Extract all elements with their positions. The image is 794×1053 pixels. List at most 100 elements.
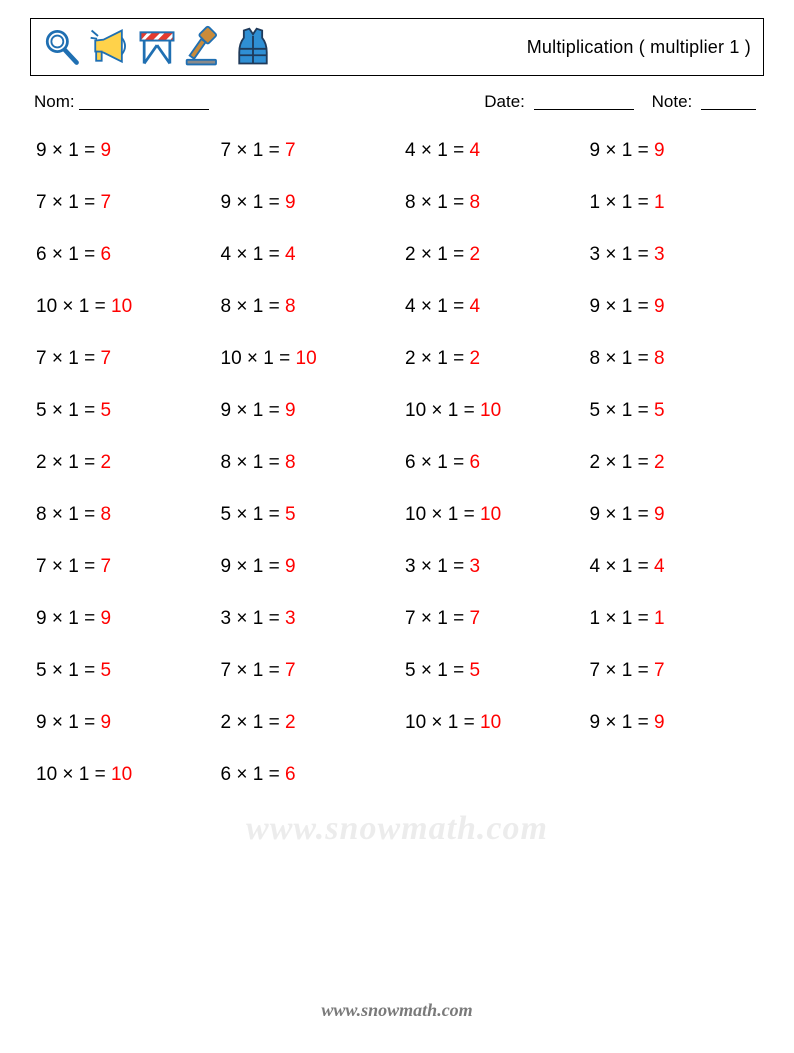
problem-cell: 7 × 1 = 7 <box>590 660 765 682</box>
problem-expression: 7 × 1 = <box>36 192 100 213</box>
magnifier-icon <box>39 25 83 69</box>
name-blank[interactable] <box>79 93 209 110</box>
problem-answer: 4 <box>654 556 665 577</box>
problem-expression: 7 × 1 = <box>36 556 100 577</box>
problem-expression: 2 × 1 = <box>405 348 469 369</box>
problem-answer: 7 <box>100 348 111 369</box>
problem-expression: 9 × 1 = <box>590 712 654 733</box>
worksheet-title: Multiplication ( multiplier 1 ) <box>527 37 751 58</box>
problem-cell: 1 × 1 = 1 <box>590 192 765 214</box>
problem-cell: 9 × 1 = 9 <box>221 192 396 214</box>
problem-expression: 5 × 1 = <box>590 400 654 421</box>
problem-cell: 1 × 1 = 1 <box>590 608 765 630</box>
meta-row: Nom: Date: Note: <box>30 90 764 112</box>
problem-cell: 3 × 1 = 3 <box>590 244 765 266</box>
name-label: Nom: <box>34 92 75 112</box>
problem-cell: 7 × 1 = 7 <box>36 192 211 214</box>
problem-answer: 7 <box>285 660 296 681</box>
header-icons <box>39 25 275 69</box>
problem-answer: 6 <box>100 244 111 265</box>
problem-answer: 5 <box>654 400 665 421</box>
problem-cell: 5 × 1 = 5 <box>405 660 580 682</box>
problem-cell: 10 × 1 = 10 <box>36 764 211 786</box>
problem-answer: 9 <box>285 556 296 577</box>
problem-answer: 3 <box>654 244 665 265</box>
problem-cell: 2 × 1 = 2 <box>590 452 765 474</box>
note-label: Note: <box>652 92 693 111</box>
problem-expression: 4 × 1 = <box>221 244 285 265</box>
problem-answer: 10 <box>480 400 501 421</box>
problem-cell: 8 × 1 = 8 <box>36 504 211 526</box>
problem-answer: 3 <box>469 556 480 577</box>
problem-cell: 5 × 1 = 5 <box>590 400 765 422</box>
problem-expression: 10 × 1 = <box>405 400 480 421</box>
gavel-icon <box>183 25 227 69</box>
problem-answer: 9 <box>654 504 665 525</box>
problem-expression: 7 × 1 = <box>405 608 469 629</box>
problem-cell: 7 × 1 = 7 <box>36 348 211 370</box>
problem-expression: 4 × 1 = <box>590 556 654 577</box>
problem-answer: 5 <box>469 660 480 681</box>
problem-answer: 2 <box>100 452 111 473</box>
problem-cell: 6 × 1 = 6 <box>36 244 211 266</box>
problem-cell: 8 × 1 = 8 <box>590 348 765 370</box>
date-blank[interactable] <box>534 93 634 110</box>
problem-expression: 9 × 1 = <box>221 192 285 213</box>
problem-cell: 5 × 1 = 5 <box>221 504 396 526</box>
note-blank[interactable] <box>701 93 756 110</box>
problem-answer: 2 <box>469 244 480 265</box>
problem-answer: 1 <box>654 608 665 629</box>
problem-expression: 2 × 1 = <box>221 712 285 733</box>
problem-expression: 9 × 1 = <box>221 556 285 577</box>
problem-expression: 2 × 1 = <box>36 452 100 473</box>
problem-answer: 7 <box>100 556 111 577</box>
problem-cell: 7 × 1 = 7 <box>36 556 211 578</box>
problem-answer: 8 <box>285 452 296 473</box>
date-label: Date: <box>484 92 525 111</box>
problem-expression: 2 × 1 = <box>405 244 469 265</box>
problem-cell: 4 × 1 = 4 <box>405 140 580 162</box>
problem-cell: 3 × 1 = 3 <box>221 608 396 630</box>
problem-cell: 9 × 1 = 9 <box>221 400 396 422</box>
problem-cell: 10 × 1 = 10 <box>405 504 580 526</box>
problem-answer: 1 <box>654 192 665 213</box>
problem-answer: 4 <box>469 296 480 317</box>
problem-cell: 4 × 1 = 4 <box>590 556 765 578</box>
problem-cell: 8 × 1 = 8 <box>221 296 396 318</box>
problem-answer: 10 <box>480 712 501 733</box>
problem-answer: 5 <box>100 400 111 421</box>
problem-cell: 9 × 1 = 9 <box>590 712 765 734</box>
problem-expression: 8 × 1 = <box>36 504 100 525</box>
problem-expression: 9 × 1 = <box>221 400 285 421</box>
problem-answer: 10 <box>296 348 317 369</box>
megaphone-icon <box>87 25 131 69</box>
problem-expression: 9 × 1 = <box>36 608 100 629</box>
problem-cell: 2 × 1 = 2 <box>36 452 211 474</box>
problem-expression: 10 × 1 = <box>405 504 480 525</box>
vest-icon <box>231 25 275 69</box>
problem-answer: 5 <box>285 504 296 525</box>
problem-cell: 8 × 1 = 8 <box>405 192 580 214</box>
problem-answer: 6 <box>285 764 296 785</box>
problem-expression: 7 × 1 = <box>221 660 285 681</box>
problem-cell: 10 × 1 = 10 <box>405 712 580 734</box>
problem-expression: 10 × 1 = <box>405 712 480 733</box>
problem-answer: 3 <box>285 608 296 629</box>
problem-cell: 10 × 1 = 10 <box>221 348 396 370</box>
problem-expression: 6 × 1 = <box>221 764 285 785</box>
problem-expression: 5 × 1 = <box>36 400 100 421</box>
problem-answer: 2 <box>285 712 296 733</box>
problem-expression: 3 × 1 = <box>405 556 469 577</box>
problem-expression: 6 × 1 = <box>36 244 100 265</box>
problem-expression: 9 × 1 = <box>36 712 100 733</box>
problem-answer: 10 <box>111 764 132 785</box>
problem-cell: 2 × 1 = 2 <box>405 244 580 266</box>
problem-expression: 10 × 1 = <box>36 764 111 785</box>
problem-expression: 8 × 1 = <box>221 452 285 473</box>
problem-expression: 10 × 1 = <box>221 348 296 369</box>
problem-expression: 9 × 1 = <box>590 296 654 317</box>
problem-answer: 9 <box>654 712 665 733</box>
problem-cell: 6 × 1 = 6 <box>405 452 580 474</box>
problem-expression: 3 × 1 = <box>221 608 285 629</box>
problem-cell: 9 × 1 = 9 <box>590 140 765 162</box>
